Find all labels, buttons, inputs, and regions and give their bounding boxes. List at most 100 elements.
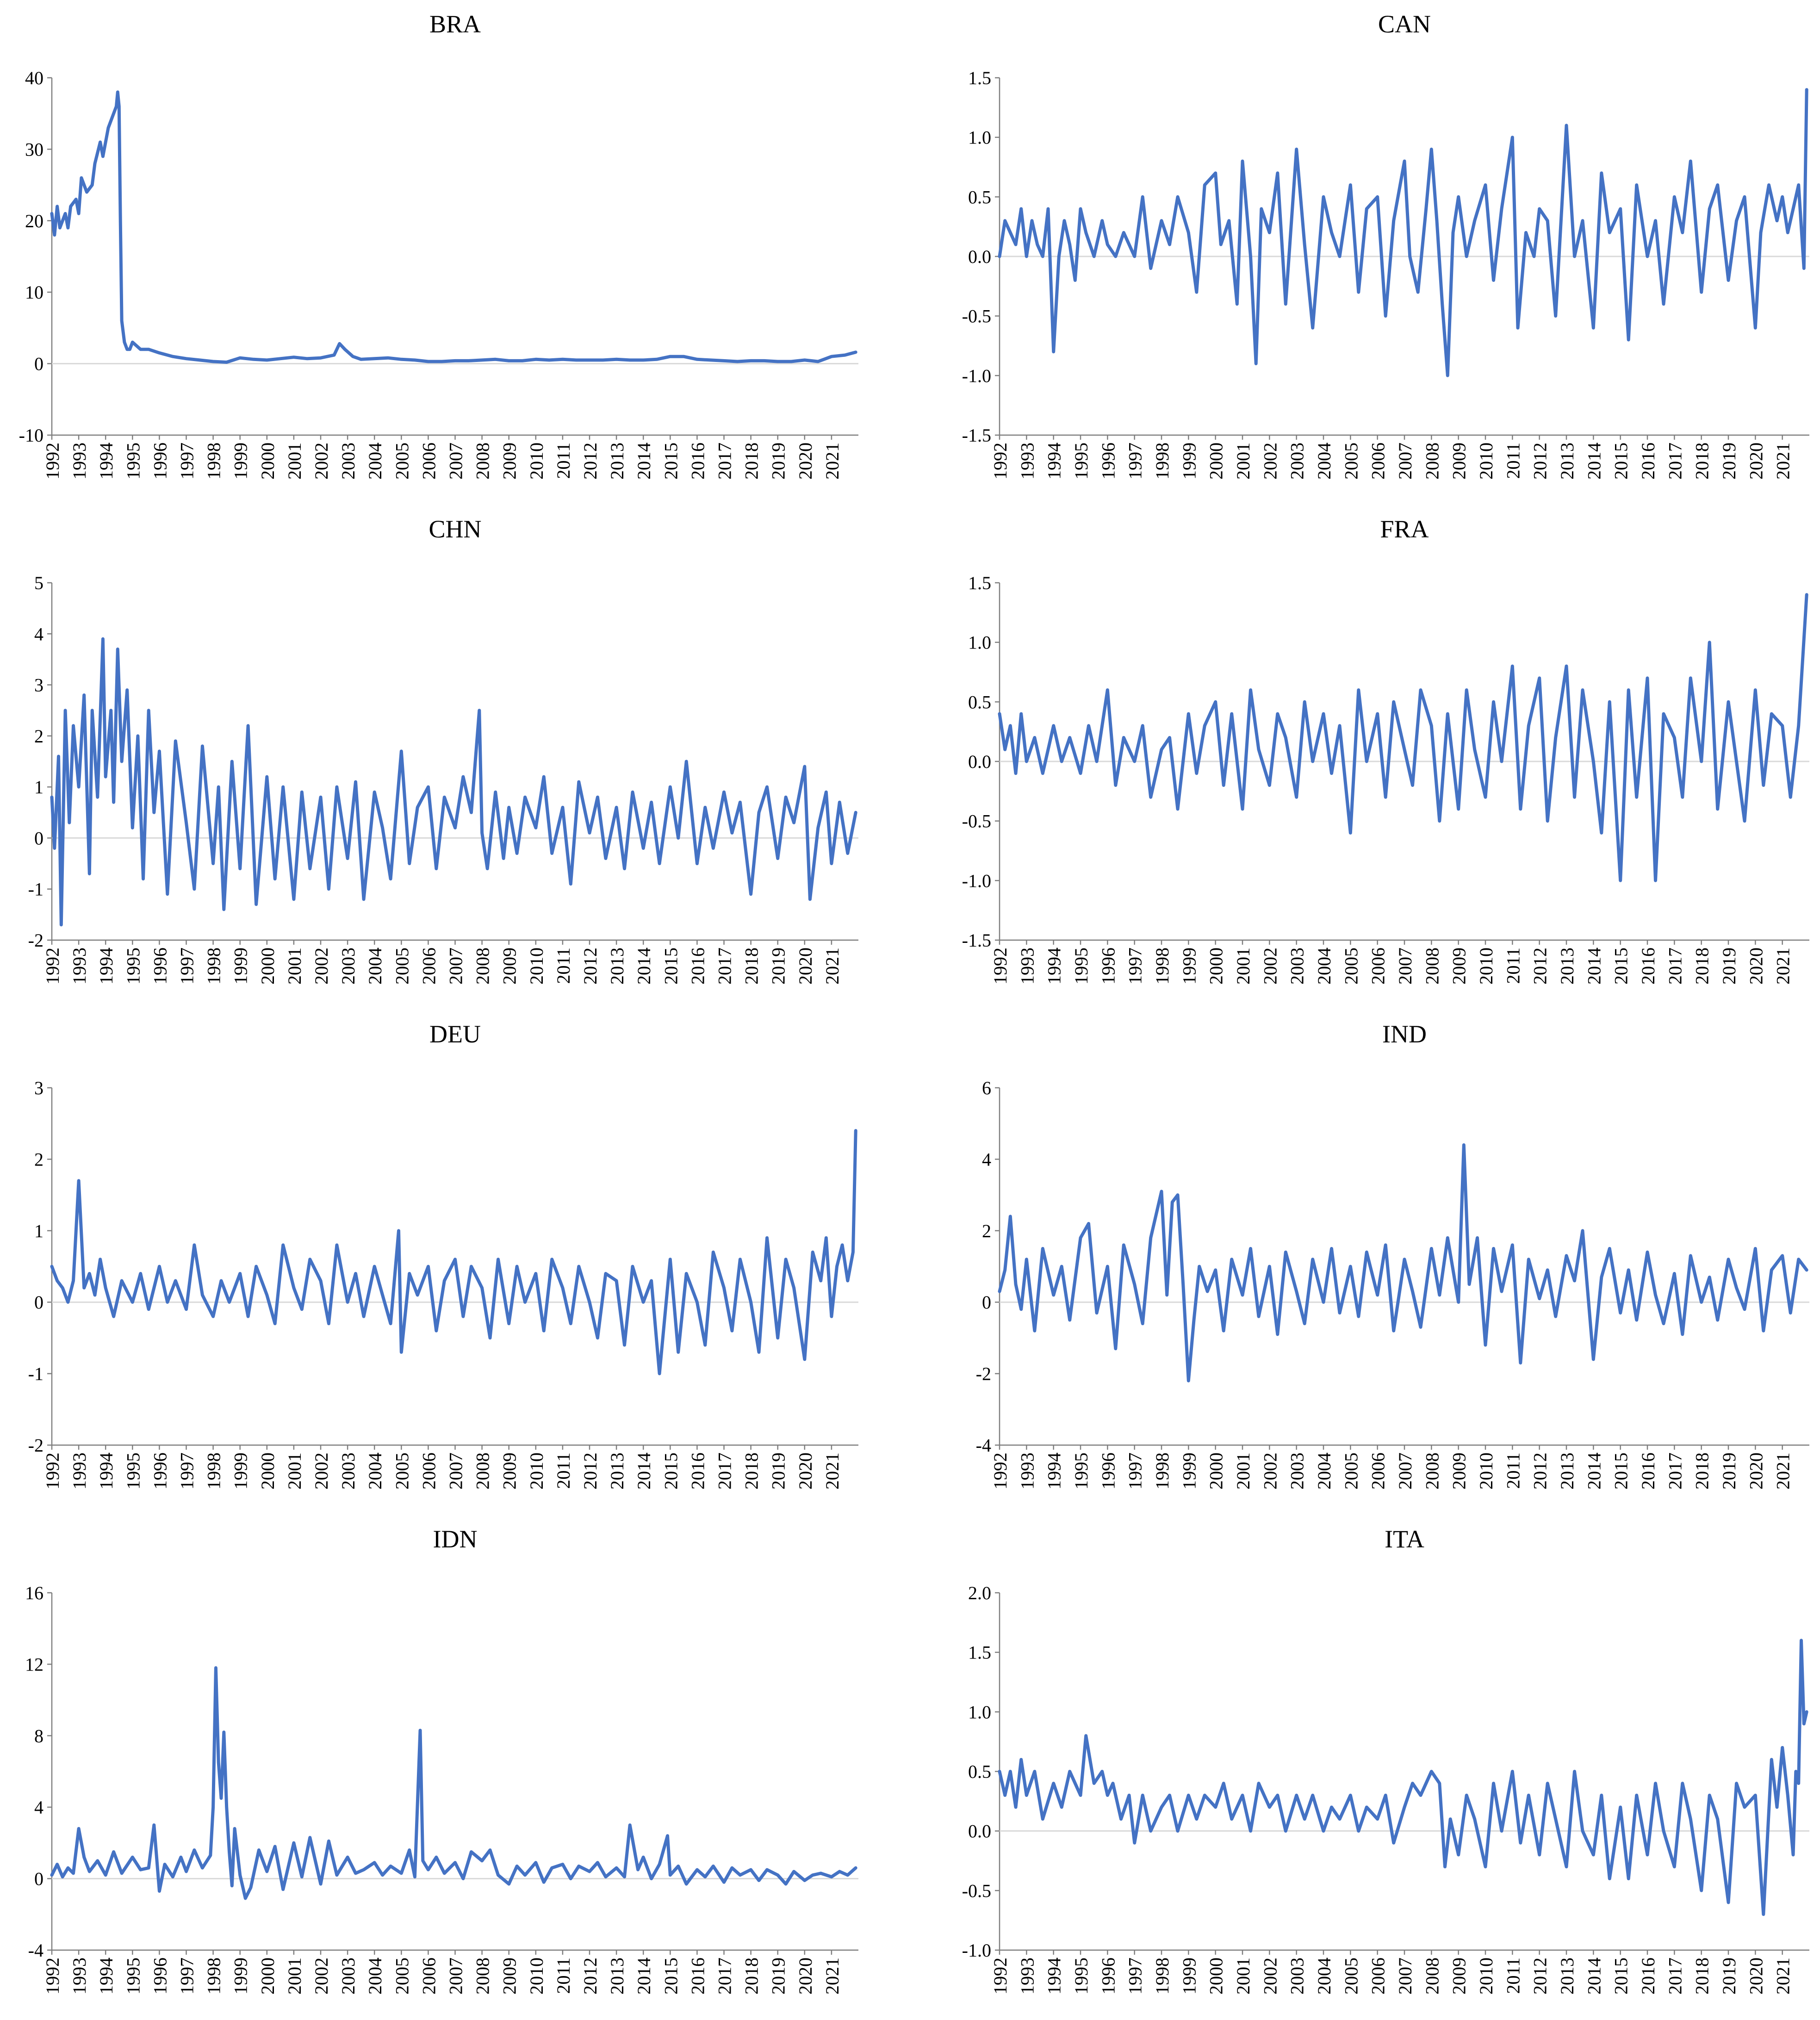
x-tick-label: 2011 [1503,1958,1523,1994]
x-tick-label: 2015 [660,1958,681,1995]
x-tick-label: 2011 [1503,1453,1523,1489]
x-tick-label: 2020 [795,1453,816,1490]
x-tick-label: 2012 [1530,443,1551,480]
x-tick-label: 2007 [445,443,466,480]
x-tick-label: 2000 [257,1958,278,1995]
x-tick-label: 2009 [499,443,520,480]
x-tick-label: 2019 [768,443,789,480]
x-tick-label: 2005 [1341,948,1361,985]
x-tick-label: 2014 [1584,948,1604,985]
x-tick-label: 1998 [1152,1453,1173,1490]
x-tick-label: 2003 [338,1958,359,1995]
x-tick-label: 2007 [1395,1958,1416,1995]
x-tick-label: 2016 [1638,1958,1658,1995]
y-tick-label: -2 [28,1435,43,1456]
x-tick-label: 1993 [1017,948,1037,985]
x-tick-label: 2002 [1260,443,1280,480]
x-tick-label: 2018 [741,948,762,985]
x-tick-label: 2008 [472,1453,493,1490]
y-tick-label: 1.5 [968,1642,991,1663]
x-tick-label: 2002 [311,1958,332,1995]
x-tick-label: 2021 [1773,443,1794,480]
x-tick-label: 1998 [1152,443,1173,480]
y-tick-label: -1 [28,879,43,900]
y-tick-label: -1.0 [962,870,991,891]
x-tick-label: 1997 [1125,443,1146,480]
x-tick-label: 1998 [204,948,224,985]
x-tick-label: 2018 [741,443,762,480]
x-tick-label: 1995 [123,1453,143,1490]
x-tick-label: 2013 [607,1453,627,1490]
x-tick-label: 2015 [1611,443,1632,480]
x-tick-label: 2004 [1314,443,1335,480]
x-tick-label: 2011 [553,443,574,479]
x-tick-label: 2016 [1638,948,1658,985]
y-tick-label: 10 [25,282,43,303]
y-tick-label: 20 [25,211,43,231]
x-tick-label: 2019 [768,948,789,985]
y-tick-label: -1 [28,1364,43,1384]
x-tick-label: 2007 [445,948,466,985]
x-tick-label: 2010 [1476,1453,1497,1490]
x-tick-label: 2005 [1341,443,1361,480]
chart-title: IND [1382,1020,1427,1048]
x-tick-label: 2014 [634,1453,654,1490]
x-tick-label: 2009 [1449,948,1470,985]
chart-panel-chn: CHN 5 4 3 2 1 0 -1 -2 1992 1993 1994 1995 1996 1997 199… [0,505,910,1010]
x-tick-label: 2004 [1314,1453,1335,1490]
x-tick-label: 2008 [1422,443,1442,480]
x-tick-label: 2002 [311,948,332,985]
y-tick-label: -0.5 [962,1880,991,1901]
x-tick-label: 2017 [1665,1958,1685,1995]
series-line-ind [998,1143,1808,1383]
series-line-can [998,88,1808,377]
x-tick-label: 2018 [1692,1958,1713,1995]
x-tick-label: 2000 [257,948,278,985]
x-tick-label: 2020 [1745,948,1766,985]
x-tick-label: 2009 [1449,443,1470,480]
y-tick-label: 2 [982,1221,991,1241]
x-tick-label: 1992 [990,443,1011,480]
x-tick-label: 2009 [499,1453,520,1490]
y-tick-label: 5 [34,573,43,593]
x-tick-label: 1995 [1071,948,1092,985]
x-tick-label: 2012 [1530,1453,1551,1490]
x-tick-label: 1998 [204,1453,224,1490]
x-tick-label: 2014 [634,948,654,985]
x-tick-label: 2020 [795,1958,816,1995]
y-tick-label: -2 [28,930,43,951]
x-tick-label: 1993 [1017,443,1037,480]
x-tick-label: 1997 [1125,1958,1146,1995]
chart-panel-fra: FRA 1.5 1.0 0.5 0.0 -0.5 -1.0 -1.5 1992 1993 1994 1… [910,505,1820,1010]
y-tick-label: -1.5 [962,930,991,951]
x-tick-label: 1996 [149,443,170,480]
x-tick-label: 1994 [96,948,117,985]
x-tick-label: 2006 [418,443,439,480]
y-tick-label: 0.0 [968,751,991,772]
x-tick-label: 1992 [990,1958,1011,1995]
y-tick-label: 1.5 [968,68,991,88]
x-tick-label: 2003 [1287,443,1308,480]
x-tick-label: 2005 [391,1958,412,1995]
x-tick-label: 2002 [1260,1958,1280,1995]
x-tick-label: 2017 [1665,948,1685,985]
x-tick-label: 2001 [284,948,305,985]
series-line-fra [998,593,1808,882]
x-tick-label: 2017 [714,1453,735,1490]
x-tick-label: 2001 [284,443,305,480]
x-tick-label: 2001 [1233,948,1254,985]
x-tick-label: 2015 [1611,1958,1632,1995]
x-tick-label: 1996 [149,1453,170,1490]
x-tick-label: 2019 [1719,443,1739,480]
x-tick-label: 1996 [1098,1453,1118,1490]
x-tick-label: 2001 [1233,1958,1254,1995]
x-tick-label: 2018 [1692,443,1713,480]
x-tick-label: 1997 [1125,1453,1146,1490]
chart-panel-can: CAN 1.5 1.0 0.5 0.0 -0.5 -1.0 -1.5 1992 1993 1994 1… [910,0,1820,505]
y-tick-label: 2.0 [968,1583,991,1603]
x-tick-label: 2001 [1233,443,1254,480]
chart-title: CAN [1378,10,1431,38]
